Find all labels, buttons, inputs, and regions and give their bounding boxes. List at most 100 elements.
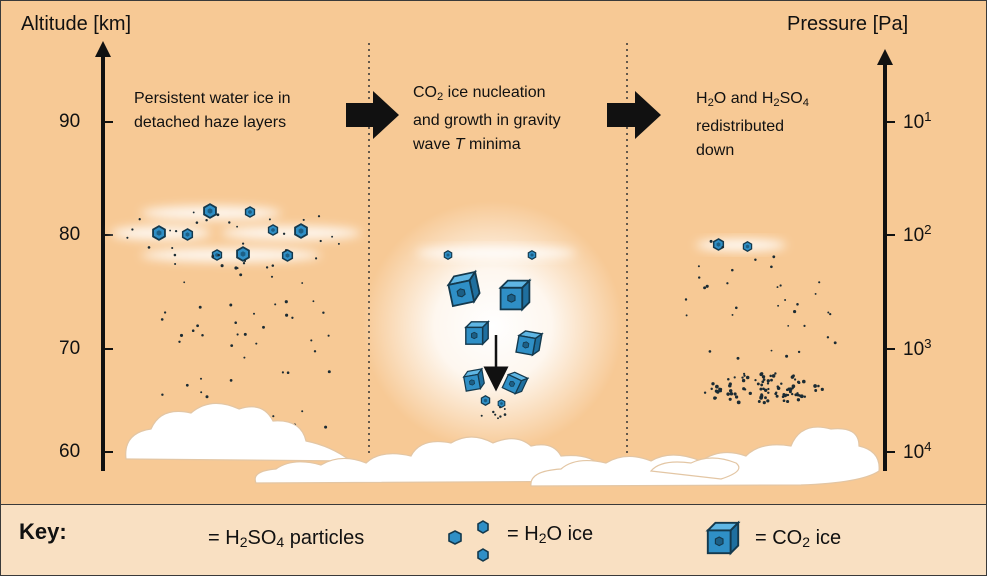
h2so4-particle (754, 258, 757, 262)
h2so4-particle (760, 372, 764, 376)
h2so4-particle (748, 391, 752, 396)
h2so4-particle (799, 394, 804, 399)
h2so4-particle (183, 281, 186, 284)
h2so4-particle (313, 350, 317, 353)
h2so4-particle (733, 376, 736, 379)
key-title: Key: (19, 519, 67, 544)
h2so4-particle (242, 242, 245, 245)
h2so4-particle (205, 395, 209, 399)
h2so4-particle (754, 378, 757, 382)
h2so4-particle (731, 268, 734, 272)
h2so4-particle (268, 218, 271, 221)
h2so4-particle (759, 387, 763, 391)
h2so4-particle (492, 410, 495, 414)
h2so4-particle (814, 292, 817, 295)
h2so4-particle (743, 388, 747, 391)
altitude-tick-80: 80 (59, 224, 81, 245)
h2so4-particle (780, 382, 783, 385)
h2so4-particle (242, 262, 246, 265)
h2so4-particle (239, 273, 243, 277)
h2so4-particle (770, 349, 773, 352)
h2so4-particle (480, 414, 483, 417)
h2so4-particle (285, 313, 289, 317)
h2so4-particle (319, 239, 322, 243)
h2so4-particle (337, 242, 340, 245)
h2so4-particle (324, 425, 328, 429)
h2so4-particle (198, 305, 202, 309)
h2so4-particle (252, 312, 256, 315)
h2so4-particle (833, 341, 837, 345)
pressure-axis (877, 49, 895, 471)
h2so4-particle (705, 284, 709, 288)
h2o-key-swatch (448, 520, 489, 562)
h2so4-particle (788, 390, 792, 394)
h2so4-particle (191, 329, 195, 332)
h2so4-particle (813, 384, 817, 388)
h2so4-particle (272, 415, 275, 418)
h2so4-particle (228, 221, 231, 224)
h2so4-particle (727, 377, 730, 381)
h2so4-particle (775, 394, 779, 398)
h2so4-particle (703, 286, 707, 290)
h2so4-particle (743, 374, 746, 377)
h2so4-particle (776, 286, 779, 289)
h2so4-particle (728, 383, 732, 388)
h2so4-particle (820, 387, 824, 391)
h2so4-particle (284, 248, 288, 252)
h2so4-particle (817, 384, 820, 388)
h2so4-particle (713, 396, 717, 400)
h2so4-particle (317, 215, 321, 218)
h2so4-particle (185, 383, 189, 387)
h2so4-particle (216, 213, 220, 217)
h2so4-particle (774, 372, 777, 375)
h2so4-particle (199, 377, 203, 380)
h2so4-particle (736, 400, 741, 405)
h2so4-particle (827, 311, 830, 314)
h2so4-particle (703, 391, 707, 394)
h2so4-particle (710, 387, 713, 391)
h2so4-particle (796, 398, 801, 402)
h2so4-particle (262, 325, 265, 329)
h2so4-particle (499, 406, 502, 409)
h2so4-particle (729, 391, 734, 396)
h2so4-particle (766, 379, 770, 383)
h2so4-particle (243, 332, 247, 336)
h2so4-particle (793, 378, 797, 381)
h2so4-particle (301, 410, 304, 413)
key-panel (1, 505, 986, 575)
h2so4-particle (802, 379, 806, 384)
h2so4-particle (756, 382, 760, 386)
h2so4-particle (243, 259, 247, 262)
h2so4-particle (684, 298, 688, 301)
h2so4-particle (791, 392, 794, 396)
h2so4-particle (726, 282, 729, 285)
h2so4-particle (772, 255, 776, 259)
h2so4-particle (769, 374, 772, 378)
h2so4-particle (708, 350, 712, 353)
pressure-tick-2: 102 (903, 222, 932, 246)
h2so4-particle (731, 313, 734, 316)
h2so4-particle (781, 395, 785, 399)
h2so4-particle (770, 265, 773, 269)
pressure-tick-3: 103 (903, 336, 932, 360)
haze-layer-right (696, 239, 786, 251)
h2so4-particle (195, 221, 199, 224)
h2so4-particle (147, 246, 151, 249)
h2so4-particle (741, 378, 746, 383)
h2so4-particle (211, 254, 214, 257)
h2so4-particle (761, 380, 765, 384)
h2so4-particle (331, 235, 334, 238)
h2so4-particle (760, 383, 764, 387)
h2so4-particle (814, 389, 818, 392)
h2so4-particle (743, 372, 746, 375)
h2so4-particle (243, 356, 246, 359)
h2so4-particle (735, 306, 738, 310)
h2so4-particle (229, 303, 233, 307)
h2so4-particle (255, 342, 258, 345)
altitude-tick-60: 60 (59, 441, 81, 462)
h2so4-particle (220, 264, 224, 268)
h2so4-particle (818, 281, 821, 284)
cloud-deck (125, 402, 880, 487)
h2so4-particle (229, 379, 233, 382)
